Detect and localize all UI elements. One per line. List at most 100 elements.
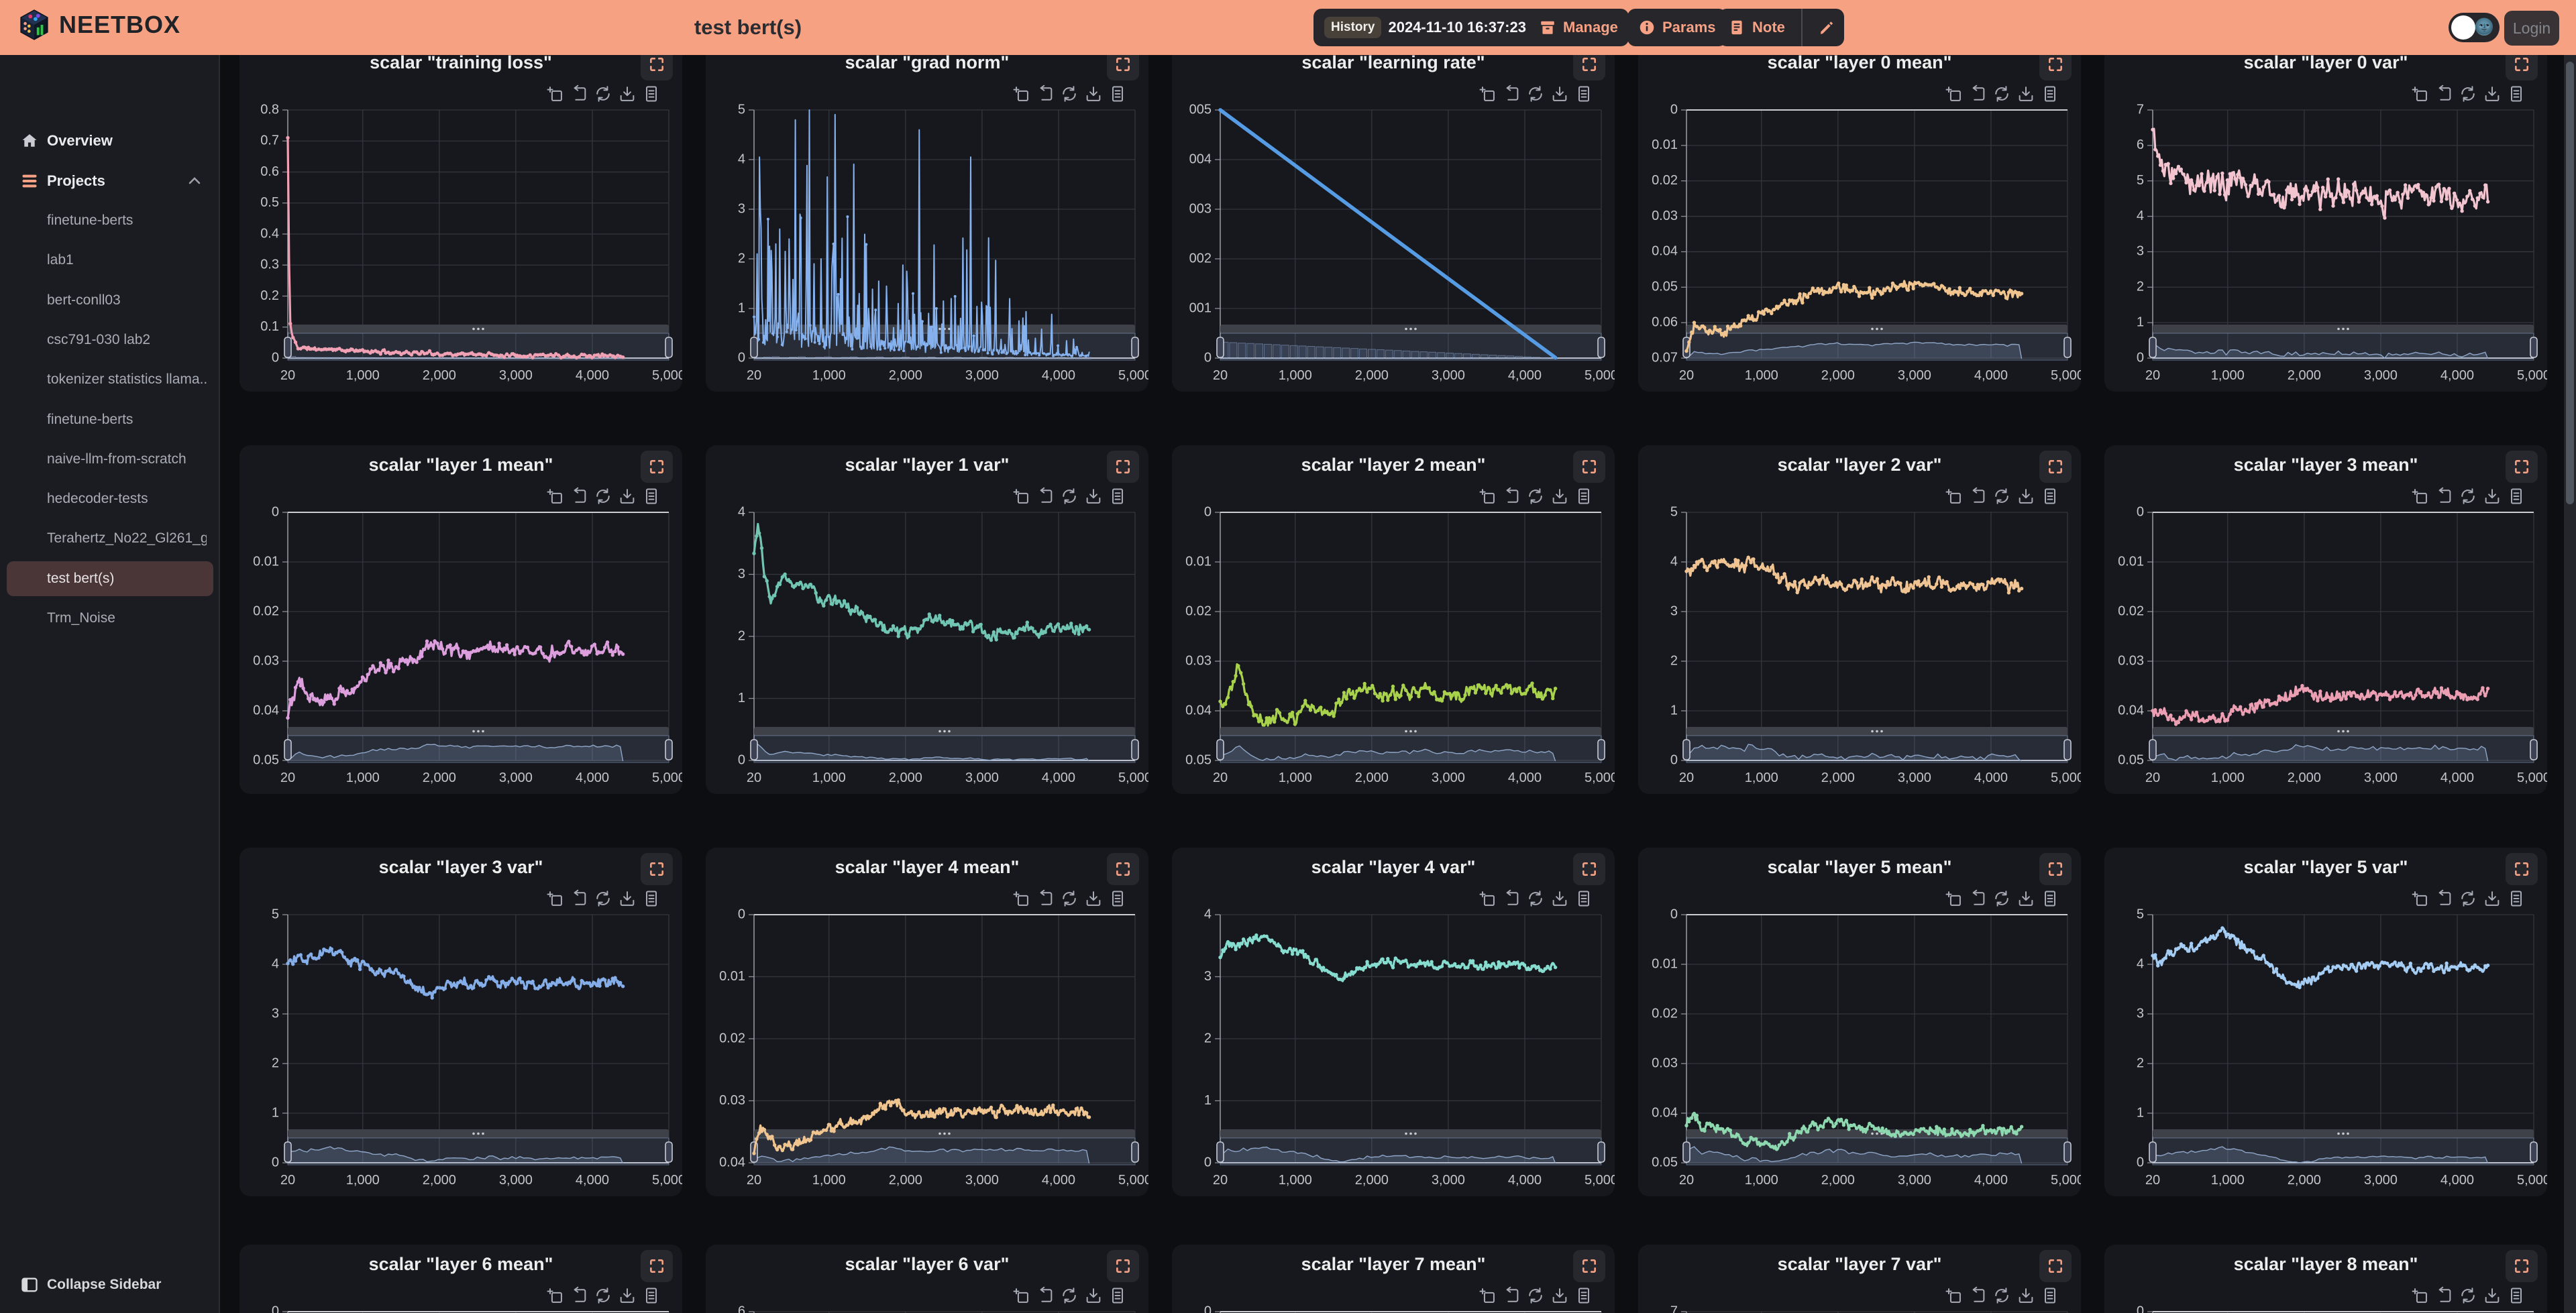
fullscreen-button[interactable] [2506,1250,2538,1282]
toolbox-zoom-icon[interactable] [545,1286,564,1305]
toolbox-data-view-icon[interactable] [1574,487,1593,506]
toolbox-zoom-icon[interactable] [1944,84,1963,103]
datazoom-handle-right[interactable] [2063,337,2072,358]
toolbox-restore-icon[interactable] [1060,84,1079,103]
toolbox-data-view-icon[interactable] [2041,487,2059,506]
toolbox-zoom-icon[interactable] [1012,1286,1030,1305]
sidebar-item-trm-noise[interactable]: Trm_Noise [7,601,213,636]
toolbox-restore-icon[interactable] [1060,487,1079,506]
brand[interactable]: NEETBOX [19,9,180,40]
sidebar-item-csc791-030-lab2[interactable]: csc791-030 lab2 [7,323,213,357]
datazoom-handle-left[interactable] [1682,1141,1690,1163]
datazoom-handle-left[interactable] [750,739,758,760]
fullscreen-button[interactable] [641,451,673,483]
chart-plot[interactable]: 4 3 2 1 020 1,000 2,000 3,000 4,000 5,000 [1172,848,1615,1196]
toolbox-restore-icon[interactable] [1526,487,1545,506]
fullscreen-button[interactable] [2039,853,2072,885]
toolbox-save-image-icon[interactable] [1084,487,1103,506]
datazoom-handle-left[interactable] [1216,739,1224,760]
sidebar-item-lab1[interactable]: lab1 [7,243,213,278]
toolbox-save-image-icon[interactable] [1550,1286,1569,1305]
toolbox-restore-icon[interactable] [1992,1286,2011,1305]
chart-plot[interactable]: 5 4 3 2 1 020 1,000 2,000 3,000 4,000 5,000 [2104,848,2547,1196]
datazoom-handle-left[interactable] [284,739,292,760]
fullscreen-button[interactable] [2039,55,2072,80]
toolbox-save-image-icon[interactable] [1084,84,1103,103]
sidebar-item-terahertz-no22-gl261-gl[interactable]: Terahertz_No22_Gl261_gl... [7,521,213,556]
toolbox-data-view-icon[interactable] [2507,889,2526,908]
toolbox-zoom-icon[interactable] [2410,84,2429,103]
toolbox-zoom-icon[interactable] [2410,487,2429,506]
toolbox-restore-icon[interactable] [1526,1286,1545,1305]
fullscreen-button[interactable] [1107,451,1139,483]
toolbox-restore-icon[interactable] [2459,1286,2477,1305]
toolbox-zoom-reset-icon[interactable] [1968,1286,1987,1305]
toolbox-restore-icon[interactable] [2459,84,2477,103]
toolbox-zoom-reset-icon[interactable] [1968,889,1987,908]
toolbox-zoom-icon[interactable] [545,84,564,103]
toolbox-zoom-icon[interactable] [1478,487,1497,506]
datazoom-handle-right[interactable] [665,337,673,358]
toolbox-zoom-reset-icon[interactable] [1968,487,1987,506]
toolbox-restore-icon[interactable] [594,889,612,908]
fullscreen-button[interactable] [2506,55,2538,80]
toolbox-restore-icon[interactable] [1992,84,2011,103]
toolbox-zoom-icon[interactable] [1944,487,1963,506]
datazoom-handle-right[interactable] [1597,337,1605,358]
chart-plot[interactable]: 7 [1638,1245,2081,1313]
toolbox-zoom-icon[interactable] [1944,1286,1963,1305]
fullscreen-button[interactable] [641,853,673,885]
toolbox-zoom-icon[interactable] [1012,84,1030,103]
toolbox-zoom-reset-icon[interactable] [1968,84,1987,103]
toolbox-zoom-reset-icon[interactable] [570,1286,588,1305]
toolbox-save-image-icon[interactable] [618,84,637,103]
toolbox-data-view-icon[interactable] [1108,487,1127,506]
fullscreen-button[interactable] [1573,1250,1605,1282]
toolbox-restore-icon[interactable] [1992,889,2011,908]
datazoom-handle-left[interactable] [2149,1141,2157,1163]
toolbox-save-image-icon[interactable] [2483,487,2502,506]
chart-plot[interactable]: 4 3 2 1 020 1,000 2,000 3,000 4,000 5,000 [706,445,1148,794]
chart-plot[interactable]: 005 004 003 002 001 020 1,000 2,000 3,000 4,000 5,… [1172,55,1615,392]
toolbox-save-image-icon[interactable] [2483,84,2502,103]
datazoom-handle-left[interactable] [284,337,292,358]
toolbox-zoom-reset-icon[interactable] [1502,487,1521,506]
chart-plot[interactable]: 7 6 5 4 3 2 1 020 1,000 2,000 3,000 4,000 5,000 [2104,55,2547,392]
toolbox-zoom-reset-icon[interactable] [1502,889,1521,908]
toolbox-save-image-icon[interactable] [618,487,637,506]
toolbox-data-view-icon[interactable] [1108,1286,1127,1305]
toolbox-data-view-icon[interactable] [642,889,661,908]
toolbox-data-view-icon[interactable] [642,1286,661,1305]
datazoom-handle-right[interactable] [2530,739,2538,760]
toolbox-zoom-reset-icon[interactable] [2434,889,2453,908]
chart-plot[interactable]: 0 [2104,1245,2547,1313]
note-button[interactable]: Note [1719,9,1794,46]
toolbox-save-image-icon[interactable] [2017,84,2035,103]
toolbox-save-image-icon[interactable] [618,1286,637,1305]
vertical-scrollbar[interactable] [2564,55,2576,1313]
toolbox-data-view-icon[interactable] [2041,1286,2059,1305]
sidebar-item-overview[interactable]: Overview [0,123,220,158]
fullscreen-button[interactable] [1107,55,1139,80]
datazoom-handle-right[interactable] [2063,1141,2072,1163]
toolbox-data-view-icon[interactable] [1108,889,1127,908]
toolbox-zoom-reset-icon[interactable] [2434,1286,2453,1305]
toolbox-zoom-reset-icon[interactable] [1036,84,1055,103]
chart-plot[interactable]: 5 4 3 2 1 020 1,000 2,000 3,000 4,000 5,000 [239,848,682,1196]
toolbox-save-image-icon[interactable] [1550,84,1569,103]
fullscreen-button[interactable] [2506,853,2538,885]
toolbox-zoom-icon[interactable] [1478,889,1497,908]
datazoom-handle-right[interactable] [1597,1141,1605,1163]
toolbox-save-image-icon[interactable] [1084,889,1103,908]
toolbox-restore-icon[interactable] [2459,487,2477,506]
toolbox-zoom-reset-icon[interactable] [1502,1286,1521,1305]
fullscreen-button[interactable] [2506,451,2538,483]
datazoom-handle-left[interactable] [284,1141,292,1163]
toolbox-data-view-icon[interactable] [1108,84,1127,103]
datazoom-handle-left[interactable] [2149,337,2157,358]
collapse-sidebar-button[interactable]: Collapse Sidebar [0,1269,220,1301]
